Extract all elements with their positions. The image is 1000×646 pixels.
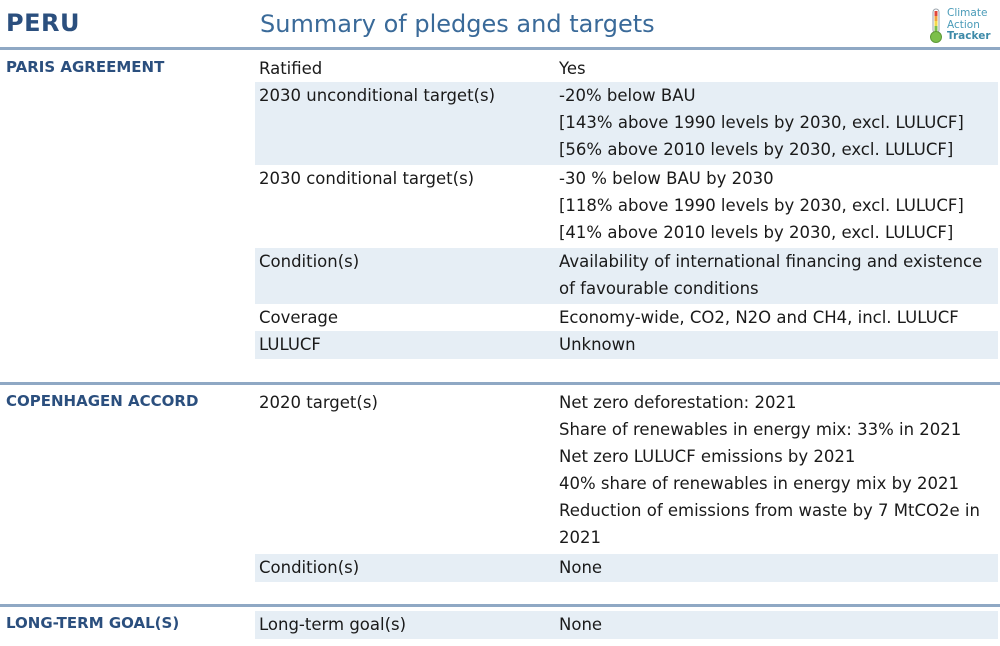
logo-word-3: Tracker: [947, 30, 991, 42]
row-value: Yes: [559, 59, 586, 78]
table-row: Long-term goal(s) None: [255, 611, 998, 639]
row-value: Net zero deforestation: 2021: [559, 393, 797, 412]
thermometer-icon: [930, 8, 942, 43]
section-label-paris: PARIS AGREEMENT: [6, 58, 165, 76]
section-label-long-term: LONG-TERM GOAL(S): [6, 614, 180, 632]
section-divider: [0, 382, 1000, 385]
table-row: 2020 target(s) Net zero deforestation: 2…: [255, 389, 998, 554]
table-row: 2030 conditional target(s) -30 % below B…: [255, 165, 998, 248]
table-row: Ratified Yes: [255, 55, 998, 82]
row-value: [56% above 2010 levels by 2030, excl. LU…: [559, 140, 954, 159]
row-value: Availability of international financing …: [559, 252, 983, 271]
row-key: Ratified: [259, 59, 323, 78]
row-value: 40% share of renewables in energy mix by…: [559, 474, 960, 493]
row-key: Condition(s): [259, 252, 360, 271]
row-value: [143% above 1990 levels by 2030, excl. L…: [559, 113, 964, 132]
row-key: LULUCF: [259, 335, 321, 354]
table-row: Condition(s) Availability of internation…: [255, 248, 998, 304]
row-key: 2020 target(s): [259, 393, 378, 412]
row-value: Share of renewables in energy mix: 33% i…: [559, 420, 962, 439]
table-row: Coverage Economy-wide, CO2, N2O and CH4,…: [255, 304, 998, 331]
row-value: -20% below BAU: [559, 86, 696, 105]
row-key: 2030 conditional target(s): [259, 169, 475, 188]
section-divider: [0, 604, 1000, 607]
climate-action-tracker-logo: Climate Action Tracker: [928, 7, 998, 44]
logo-word-1: Climate: [947, 7, 988, 19]
table-row: Condition(s) None: [255, 554, 998, 582]
row-key: Long-term goal(s): [259, 615, 407, 634]
section-label-copenhagen: COPENHAGEN ACCORD: [6, 392, 199, 410]
row-value: -30 % below BAU by 2030: [559, 169, 774, 188]
row-value: [118% above 1990 levels by 2030, excl. L…: [559, 196, 964, 215]
row-value: [41% above 2010 levels by 2030, excl. LU…: [559, 223, 954, 242]
row-value: 2021: [559, 528, 601, 547]
row-value: Net zero LULUCF emissions by 2021: [559, 447, 856, 466]
row-key: Coverage: [259, 308, 339, 327]
row-key: Condition(s): [259, 558, 360, 577]
page-title: Summary of pledges and targets: [260, 10, 655, 38]
logo-word-2: Action: [947, 18, 980, 31]
header-divider: [0, 47, 1000, 50]
row-value: Economy-wide, CO2, N2O and CH4, incl. LU…: [559, 308, 959, 327]
row-value: Reduction of emissions from waste by 7 M…: [559, 501, 980, 520]
country-name: PERU: [6, 9, 80, 37]
row-value: None: [559, 615, 603, 634]
row-key: 2030 unconditional target(s): [259, 86, 496, 105]
row-value: of favourable conditions: [559, 279, 759, 298]
row-value: None: [559, 558, 603, 577]
table-row: LULUCF Unknown: [255, 331, 998, 359]
table-row: 2030 unconditional target(s) -20% below …: [255, 82, 998, 165]
row-value: Unknown: [559, 335, 636, 354]
